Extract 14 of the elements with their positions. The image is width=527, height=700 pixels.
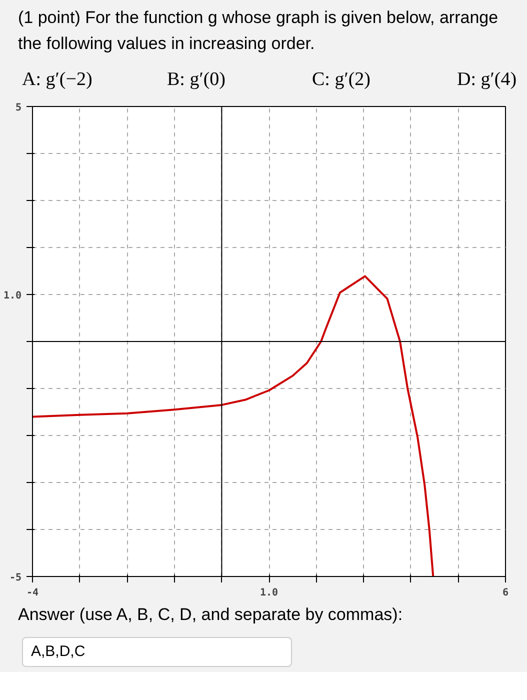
chart-title: (1 point) For the function g whose graph is given below, arrange the following values in increasing order. xyxy=(18,7,500,54)
text: D: g′(4) xyxy=(457,68,517,92)
x-tick-label: 1.0 xyxy=(260,588,278,599)
y-tick-label: 1.0 xyxy=(3,290,22,302)
y-tick-label: 5 xyxy=(15,102,22,114)
text: B: g′(0) xyxy=(167,68,226,92)
text: A,B,D,C xyxy=(31,642,86,662)
line-series xyxy=(32,275,434,577)
y-tick-label: -5 xyxy=(9,572,22,584)
text: C: g′(2) xyxy=(312,68,371,92)
x-tick-label: -4 xyxy=(26,588,39,599)
text: A: g′(−2) xyxy=(22,68,92,92)
x-tick-label: 6 xyxy=(502,588,509,599)
text: Answer (use A, B, C, D, and separate by commas): xyxy=(18,604,403,626)
